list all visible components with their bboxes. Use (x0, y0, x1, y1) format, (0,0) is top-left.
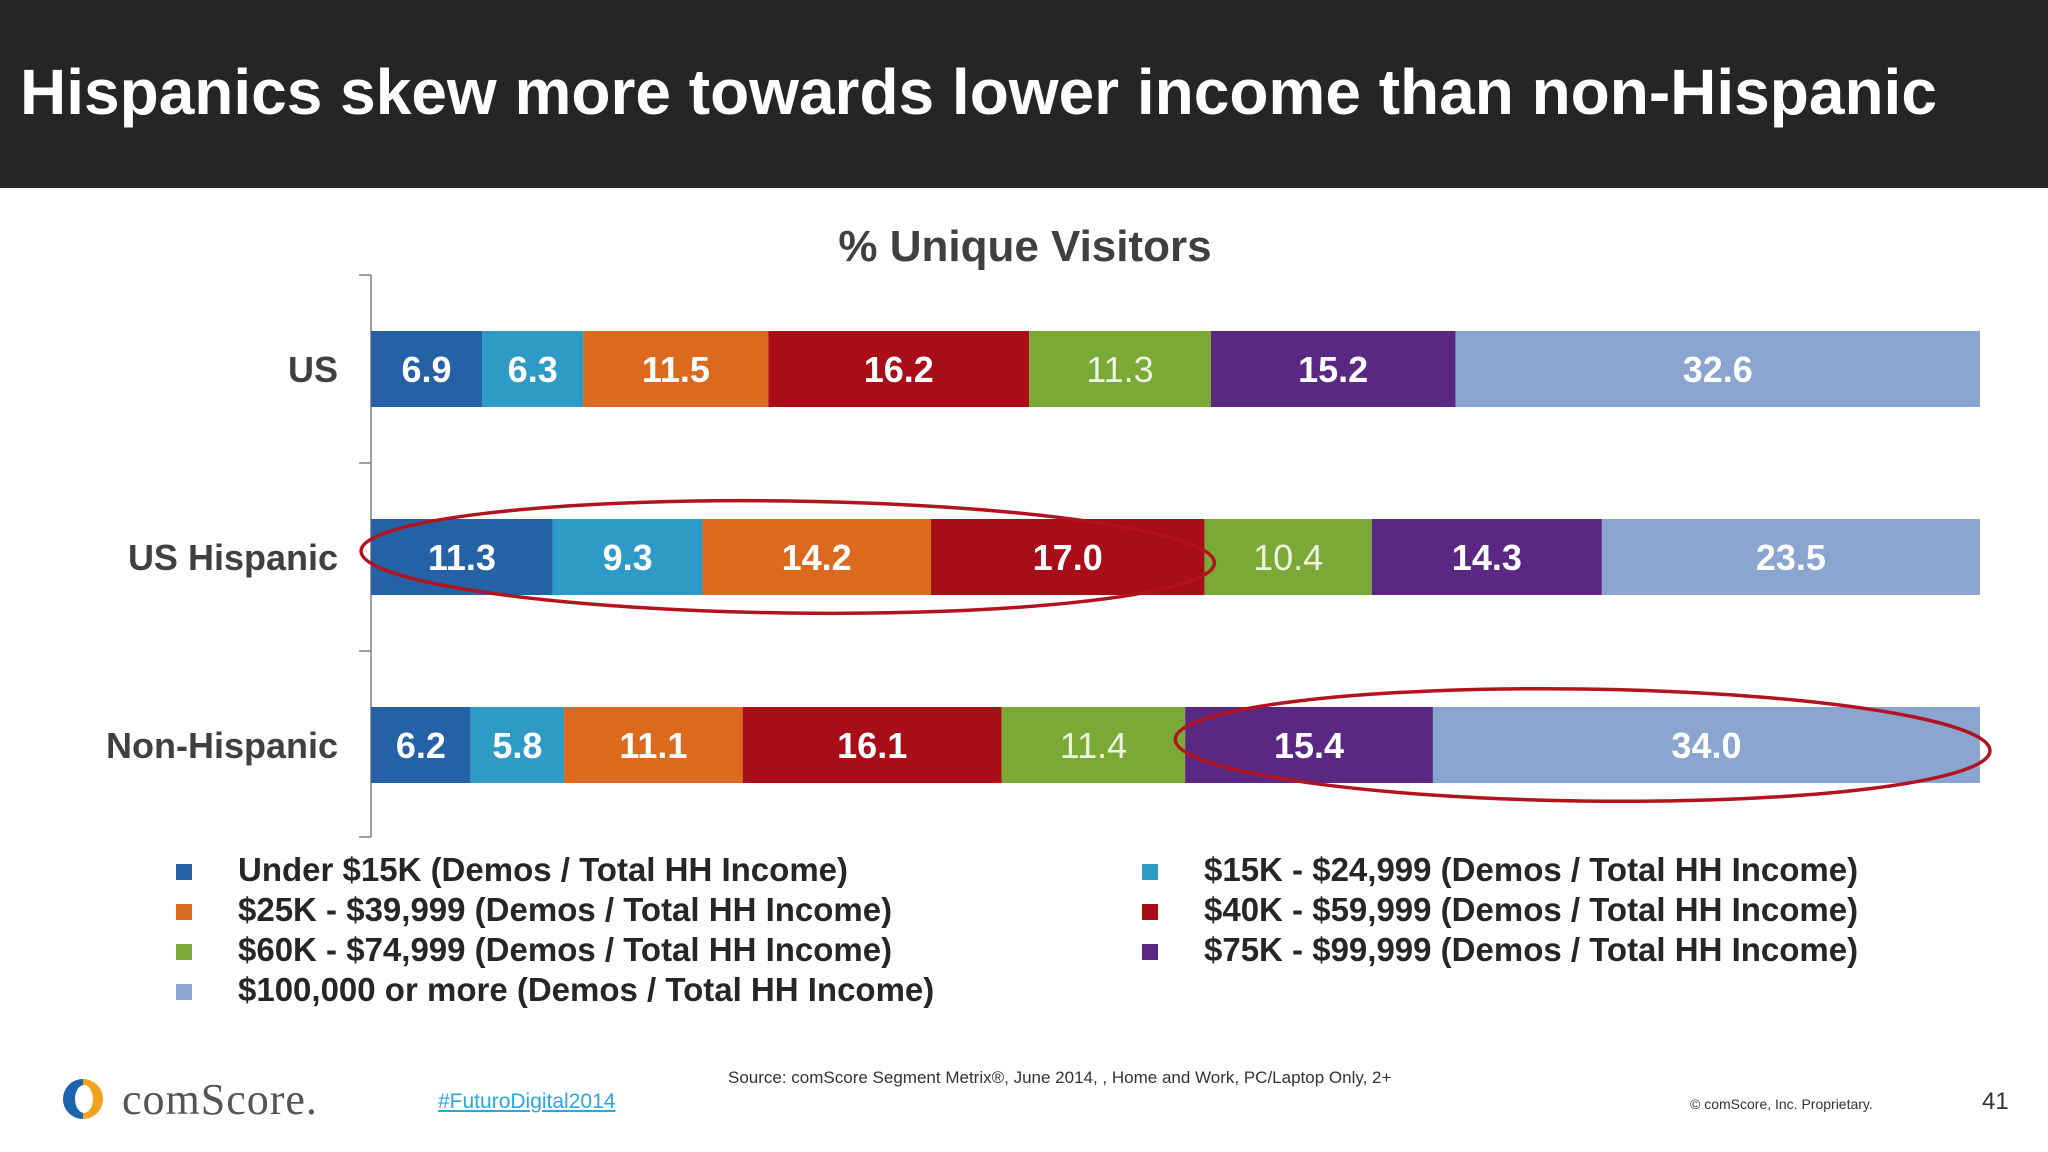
legend-label: $25K - $39,999 (Demos / Total HH Income) (238, 891, 893, 928)
source-note: Source: comScore Segment Metrix®, June 2… (728, 1068, 1392, 1087)
legend-label: $40K - $59,999 (Demos / Total HH Income) (1204, 891, 1859, 928)
legend-swatch (176, 864, 192, 880)
data-label: 6.2 (396, 725, 446, 766)
hashtag-link[interactable]: #FuturoDigital2014 (438, 1090, 616, 1113)
bar-segment (930, 519, 1205, 595)
data-label: 15.4 (1274, 725, 1344, 766)
legend-swatch (1142, 904, 1158, 920)
bar-segment (742, 707, 1002, 783)
legend-swatch (1142, 944, 1158, 960)
legend-swatch (176, 984, 192, 1000)
bar-segment (371, 707, 471, 783)
bar-segment (371, 331, 483, 407)
bar-segment (1371, 519, 1602, 595)
copyright-note: © comScore, Inc. Proprietary. (1690, 1096, 1873, 1112)
data-label: 6.3 (508, 349, 558, 390)
data-label: 11.1 (619, 725, 687, 766)
chart-title: % Unique Visitors (838, 222, 1212, 271)
data-label: 11.3 (428, 537, 496, 578)
category-label: Non-Hispanic (106, 725, 338, 766)
data-label: 14.3 (1452, 537, 1522, 578)
legend-label: Under $15K (Demos / Total HH Income) (238, 851, 849, 888)
data-label: 10.4 (1253, 537, 1323, 578)
data-label: 11.3 (1086, 349, 1153, 390)
page-number: 41 (1982, 1088, 2009, 1115)
highlight-ellipse (1173, 686, 1992, 804)
bar-segment (1455, 331, 1980, 407)
data-label: 16.1 (837, 725, 907, 766)
bar-segment (768, 331, 1030, 407)
legend-swatch (1142, 864, 1158, 880)
data-label: 23.5 (1756, 537, 1826, 578)
bar-segment (552, 519, 703, 595)
header-bar: Hispanics skew more towards lower income… (0, 0, 2048, 188)
bar-segment (1204, 519, 1372, 595)
bar-segment (371, 519, 553, 595)
data-label: 16.2 (864, 349, 934, 390)
bar-segment (1185, 707, 1433, 783)
category-label: US Hispanic (128, 537, 338, 578)
bar-segment (482, 331, 584, 407)
bar-segment (564, 707, 743, 783)
data-label: 5.8 (492, 725, 542, 766)
page-title: Hispanics skew more towards lower income… (20, 56, 1937, 128)
bar-segment (1432, 707, 1980, 783)
data-label: 11.4 (1060, 725, 1127, 766)
data-label: 9.3 (603, 537, 653, 578)
data-label: 34.0 (1671, 725, 1741, 766)
logo-text: comScore. (122, 1075, 318, 1124)
chart-legend: Under $15K (Demos / Total HH Income) $15K… (0, 850, 2048, 1020)
bar-segment (702, 519, 931, 595)
data-label: 11.5 (642, 349, 710, 390)
data-label: 14.2 (782, 537, 852, 578)
bar-segment (583, 331, 769, 407)
legend-swatch (176, 944, 192, 960)
comscore-logo-icon (63, 1079, 103, 1119)
highlight-ellipse (359, 498, 1217, 616)
legend-label: $100,000 or more (Demos / Total HH Incom… (238, 971, 935, 1008)
legend-swatch (176, 904, 192, 920)
bar-segment (1601, 519, 1980, 595)
data-label: 32.6 (1683, 349, 1753, 390)
legend-label: $60K - $74,999 (Demos / Total HH Income) (238, 931, 893, 968)
stacked-bar-chart: US 6.9 6.3 11.5 16.2 11.3 15.2 32.6 US Hispanic 1… (106, 274, 1992, 838)
bar-segment (1210, 331, 1456, 407)
legend-label: $15K - $24,999 (Demos / Total HH Income) (1204, 851, 1859, 888)
data-label: 17.0 (1033, 537, 1103, 578)
bar-segment (1001, 707, 1186, 783)
bar-segment (1029, 331, 1211, 407)
bar-segment (470, 707, 565, 783)
data-label: 15.2 (1298, 349, 1368, 390)
data-label: 6.9 (401, 349, 451, 390)
legend-label: $75K - $99,999 (Demos / Total HH Income) (1204, 931, 1859, 968)
category-label: US (288, 349, 338, 390)
